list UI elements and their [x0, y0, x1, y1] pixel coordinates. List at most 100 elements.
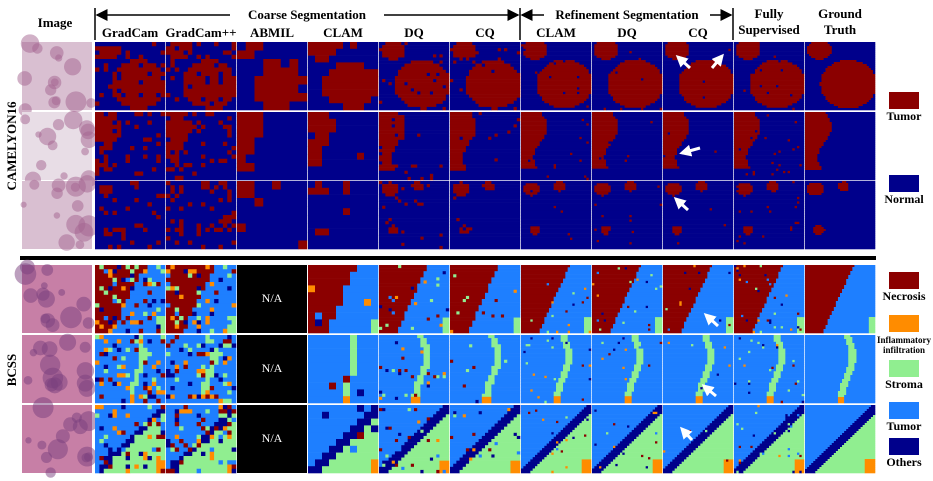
- seg-cell: [663, 114, 684, 117]
- seg-cell: [170, 361, 175, 366]
- col-label: GradCam: [102, 25, 159, 40]
- seg-cell: [634, 344, 641, 347]
- seg-cell: [813, 231, 824, 233]
- seg-cell: [130, 395, 135, 400]
- seg-cell: [533, 337, 552, 340]
- seg-cell: [166, 163, 175, 168]
- seg-cell: [475, 101, 513, 104]
- seg-cell: [592, 371, 632, 374]
- seg-cell: [734, 42, 739, 45]
- seg-cell: [703, 96, 706, 99]
- seg-cell: [232, 448, 237, 453]
- seg-cell: [781, 69, 784, 72]
- seg-cell: [802, 394, 805, 397]
- seg-cell: [379, 240, 449, 243]
- seg-cell: [601, 226, 611, 229]
- seg-cell: [521, 367, 563, 370]
- seg-cell: [205, 299, 210, 304]
- seg-cell: [663, 315, 689, 318]
- seg-cell: [219, 278, 224, 283]
- seg-cell: [466, 76, 520, 79]
- seg-cell: [805, 341, 846, 343]
- seg-cell: [130, 241, 135, 246]
- seg-cell: [521, 213, 591, 216]
- seg-cell: [537, 85, 591, 88]
- seg-cell: [130, 456, 143, 461]
- seg-cell: [99, 303, 121, 308]
- seg-cell: [504, 61, 520, 64]
- seg-cell: [655, 324, 662, 327]
- seg-cell: [805, 146, 822, 148]
- seg-cell: [460, 311, 476, 314]
- seg-cell: [143, 386, 148, 391]
- seg-cell: [734, 387, 769, 390]
- seg-cell: [521, 444, 547, 447]
- seg-cell: [379, 467, 392, 470]
- seg-cell: [371, 326, 378, 333]
- seg-cell: [379, 61, 411, 64]
- seg-cell: [615, 319, 655, 322]
- seg-cell: [846, 369, 855, 371]
- seg-cell: [117, 55, 126, 60]
- seg-cell: [627, 155, 630, 158]
- seg-cell: [844, 287, 875, 289]
- seg-cell: [815, 58, 824, 60]
- seg-cell: [625, 301, 663, 304]
- seg-cell: [126, 303, 135, 308]
- seg-cell: [734, 231, 744, 234]
- seg-cell: [424, 436, 450, 439]
- seg-cell: [809, 183, 822, 185]
- seg-cell: [663, 69, 684, 72]
- seg-cell: [95, 59, 130, 64]
- seg-cell: [530, 337, 533, 340]
- seg-cell: [308, 362, 350, 369]
- seg-cell: [495, 70, 518, 73]
- seg-cell: [130, 329, 139, 334]
- seg-cell: [771, 290, 804, 293]
- seg-cell: [308, 132, 315, 139]
- seg-cell: [592, 65, 618, 68]
- seg-cell: [108, 339, 117, 344]
- seg-cell: [192, 443, 197, 448]
- seg-cell: [201, 386, 210, 391]
- seg-cell: [689, 128, 734, 131]
- seg-cell: [734, 270, 737, 273]
- seg-cell: [797, 383, 804, 386]
- seg-cell: [592, 105, 625, 108]
- seg-cell: [734, 108, 793, 111]
- seg-cell: [205, 378, 210, 383]
- seg-cell: [392, 224, 395, 227]
- seg-cell: [148, 339, 153, 344]
- seg-cell: [636, 276, 662, 279]
- seg-cell: [433, 61, 440, 64]
- seg-cell: [663, 326, 684, 329]
- seg-cell: [161, 142, 166, 147]
- seg-cell: [108, 329, 113, 334]
- seg-cell: [450, 400, 476, 403]
- seg-cell: [210, 356, 219, 361]
- seg-cell: [99, 102, 121, 107]
- seg-cell: [498, 433, 514, 436]
- seg-cell: [214, 329, 223, 334]
- seg-cell: [450, 104, 479, 107]
- seg-cell: [565, 310, 568, 313]
- seg-cell: [130, 339, 135, 344]
- seg-cell: [734, 353, 779, 356]
- seg-cell: [592, 346, 634, 349]
- seg-cell: [227, 224, 232, 229]
- seg-cell: [395, 464, 398, 467]
- seg-cell: [834, 309, 875, 311]
- seg-cell: [219, 373, 224, 378]
- seg-cell: [395, 79, 433, 82]
- seg-cell: [134, 348, 139, 353]
- seg-cell: [762, 265, 783, 268]
- seg-cell: [184, 93, 237, 98]
- seg-cell: [521, 190, 524, 193]
- seg-cell: [769, 322, 772, 325]
- seg-cell: [219, 245, 224, 250]
- seg-cell: [237, 224, 246, 233]
- seg-cell: [521, 166, 538, 169]
- seg-cell: [615, 71, 618, 74]
- seg-cell: [430, 91, 433, 94]
- seg-cell: [371, 425, 378, 432]
